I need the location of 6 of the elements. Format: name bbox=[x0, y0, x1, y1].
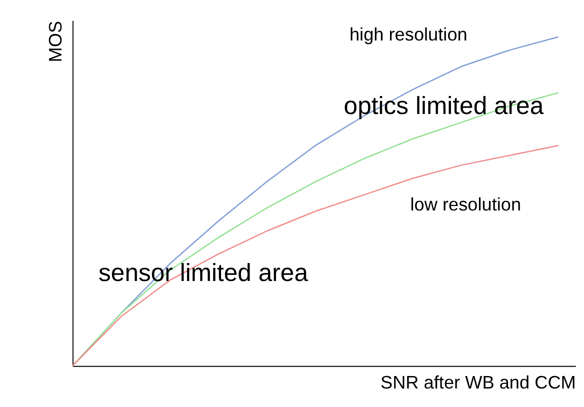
y-axis-title: MOS bbox=[46, 20, 66, 62]
series-label: high resolution bbox=[349, 24, 468, 44]
annotation: sensor limited area bbox=[98, 260, 308, 287]
annotation: optics limited area bbox=[344, 92, 544, 120]
x-axis-title: SNR after WB and CCM bbox=[380, 372, 576, 392]
series-label: low resolution bbox=[410, 194, 522, 214]
